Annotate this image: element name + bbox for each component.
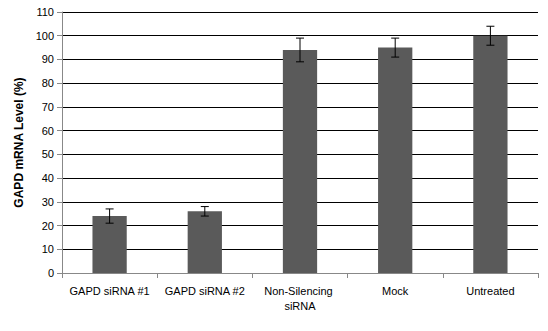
svg-text:GAPD siRNA #2: GAPD siRNA #2 — [165, 285, 245, 297]
svg-text:40: 40 — [42, 172, 54, 184]
svg-text:GAPD siRNA #1: GAPD siRNA #1 — [70, 285, 150, 297]
svg-text:0: 0 — [48, 267, 54, 279]
svg-text:GAPD mRNA Level (%): GAPD mRNA Level (%) — [12, 77, 26, 207]
svg-text:Untreated: Untreated — [466, 285, 514, 297]
svg-text:70: 70 — [42, 101, 54, 113]
svg-text:100: 100 — [36, 30, 54, 42]
svg-text:110: 110 — [36, 6, 54, 18]
svg-text:siRNA: siRNA — [284, 300, 316, 312]
svg-text:10: 10 — [42, 243, 54, 255]
svg-text:60: 60 — [42, 125, 54, 137]
svg-text:20: 20 — [42, 220, 54, 232]
svg-text:50: 50 — [42, 148, 54, 160]
svg-text:Mock: Mock — [382, 285, 409, 297]
svg-text:30: 30 — [42, 196, 54, 208]
svg-text:80: 80 — [42, 77, 54, 89]
svg-text:90: 90 — [42, 53, 54, 65]
svg-text:Non-Silencing: Non-Silencing — [264, 285, 336, 297]
